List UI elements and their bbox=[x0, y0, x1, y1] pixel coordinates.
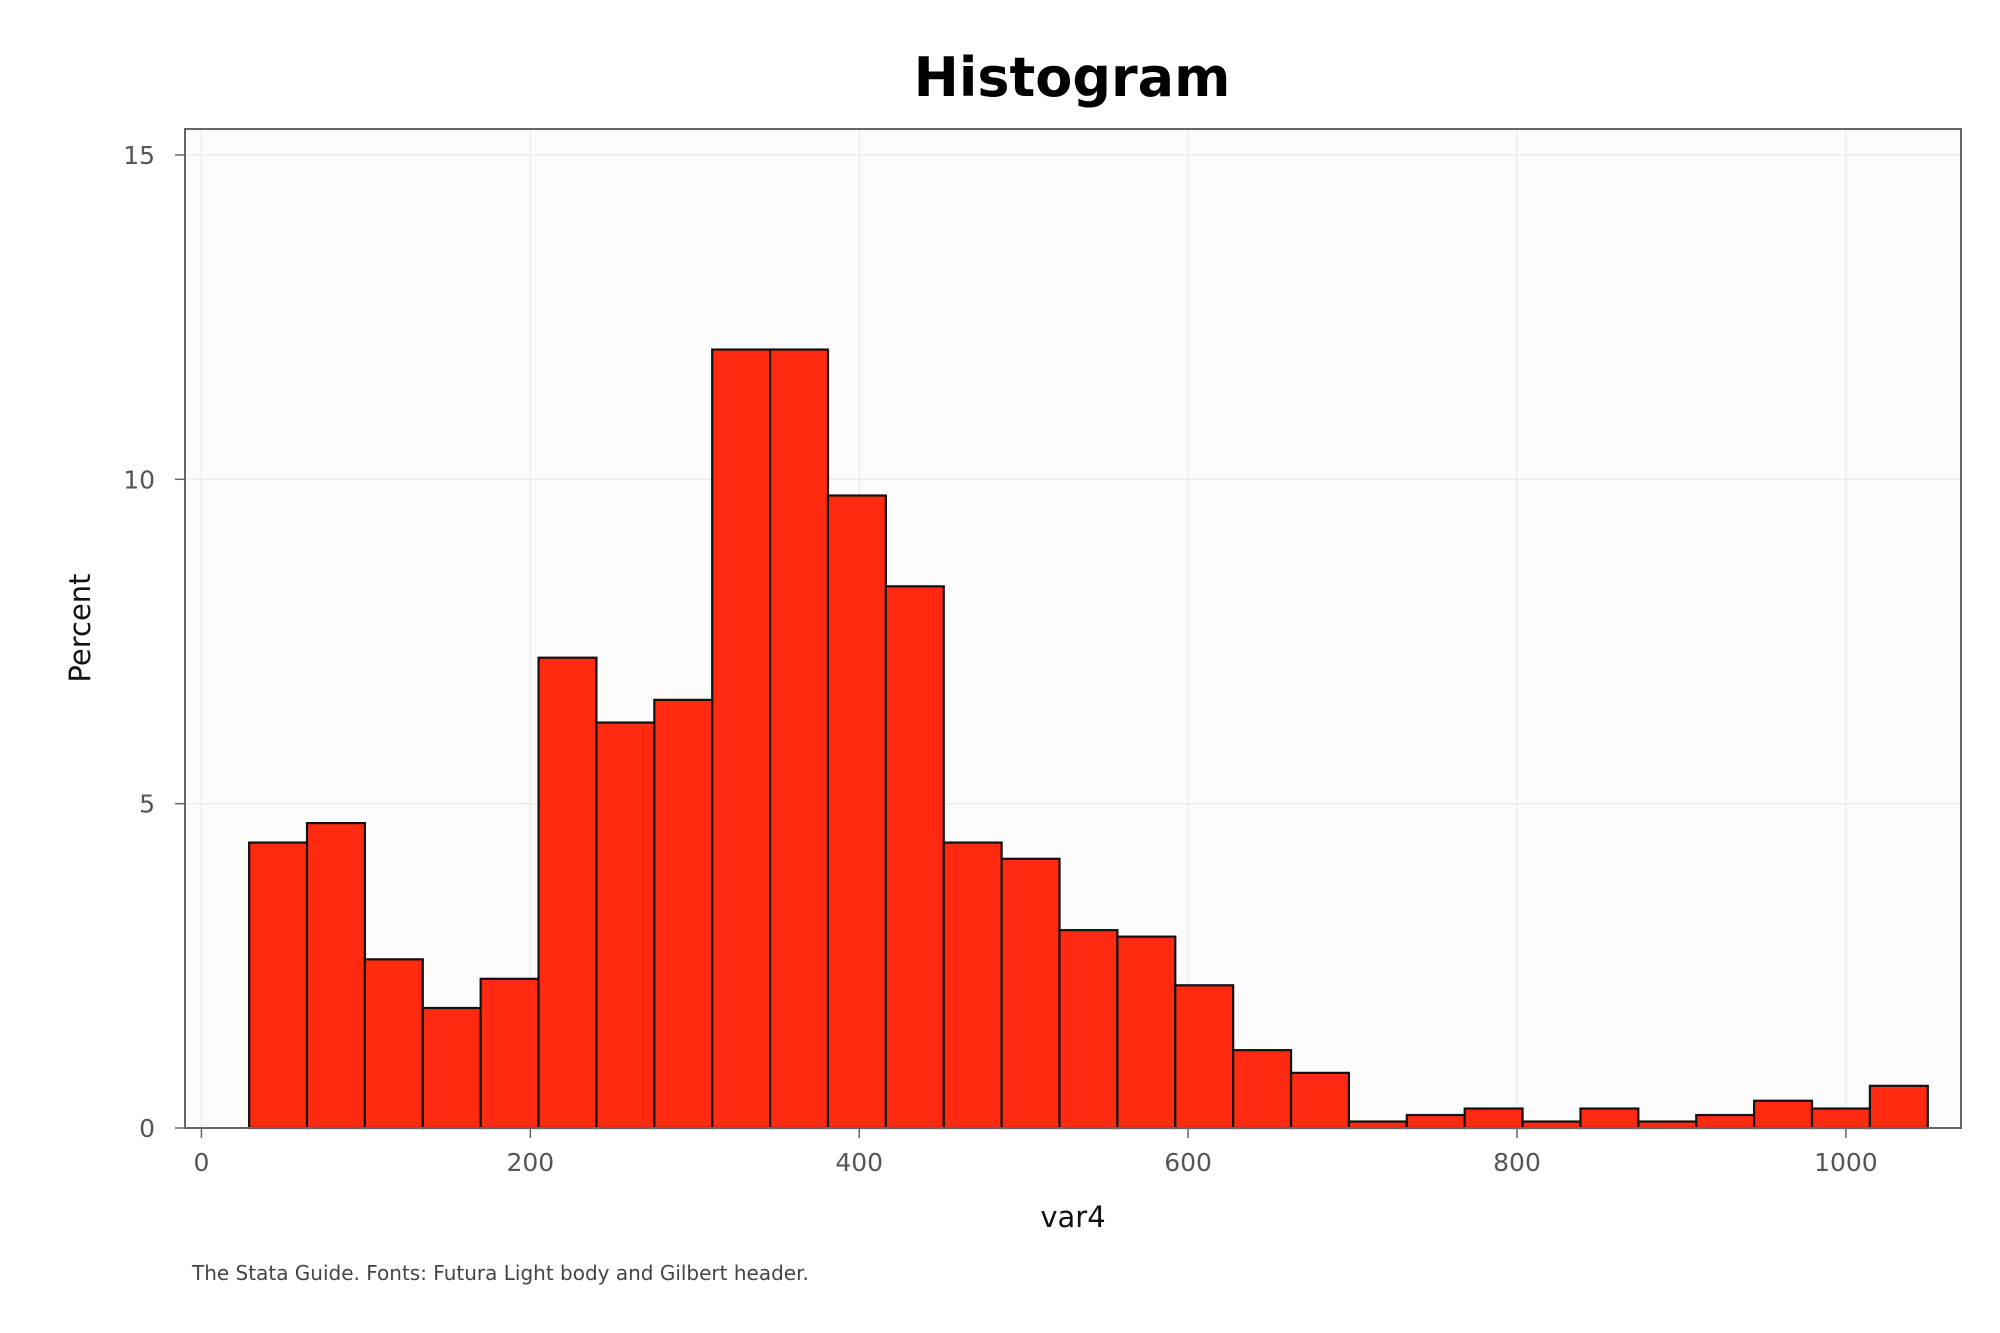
y-tick-label: 5 bbox=[139, 790, 155, 819]
histogram-bar bbox=[305, 822, 367, 1130]
histogram-bar bbox=[711, 348, 772, 1130]
histogram-bar bbox=[1116, 935, 1177, 1130]
histogram-bar bbox=[1232, 1049, 1293, 1130]
histogram-bar bbox=[653, 698, 714, 1130]
histogram-bar bbox=[1463, 1107, 1524, 1130]
histogram-bar bbox=[1174, 984, 1235, 1130]
histogram-bar bbox=[942, 841, 1003, 1130]
x-tick-label: 600 bbox=[1164, 1148, 1212, 1177]
histogram-bar bbox=[1058, 929, 1119, 1130]
x-axis: 0 200 400 600 800 1000 bbox=[193, 1128, 1878, 1177]
chart-title: Histogram bbox=[914, 46, 1231, 109]
x-tick-label: 0 bbox=[193, 1148, 209, 1177]
histogram-bar bbox=[884, 585, 945, 1130]
y-tick-label: 10 bbox=[123, 465, 155, 494]
y-axis-title: Percent bbox=[63, 573, 97, 682]
x-tick-label: 800 bbox=[1493, 1148, 1541, 1177]
histogram-bar bbox=[1695, 1113, 1756, 1130]
plot-frame bbox=[184, 128, 1962, 1129]
x-tick-label: 400 bbox=[835, 1148, 883, 1177]
x-tick-label: 1000 bbox=[1814, 1148, 1878, 1177]
histogram-bar bbox=[1405, 1113, 1466, 1130]
histogram-bar bbox=[595, 721, 656, 1130]
x-tick-label: 200 bbox=[506, 1148, 554, 1177]
y-tick-label: 15 bbox=[123, 141, 155, 170]
histogram-bar bbox=[1289, 1071, 1351, 1130]
histogram-bar bbox=[1579, 1107, 1640, 1130]
chart-note: The Stata Guide. Fonts: Futura Light bod… bbox=[191, 1261, 809, 1285]
y-tick-label: 0 bbox=[139, 1114, 155, 1143]
histogram-bar bbox=[363, 958, 424, 1130]
histogram-bar bbox=[768, 348, 830, 1130]
histogram-bar bbox=[1868, 1084, 1929, 1130]
x-axis-title: var4 bbox=[1040, 1200, 1105, 1234]
histogram-bar bbox=[1000, 857, 1061, 1130]
histogram-bar bbox=[1810, 1107, 1871, 1130]
histogram-bar bbox=[826, 494, 887, 1130]
histogram-bar bbox=[479, 977, 540, 1130]
histogram-bar bbox=[537, 656, 598, 1130]
bars bbox=[248, 348, 1929, 1130]
histogram-bar bbox=[1753, 1099, 1814, 1130]
histogram-bar bbox=[248, 841, 309, 1130]
histogram-bar bbox=[421, 1006, 482, 1130]
y-axis: 0 5 10 15 bbox=[123, 141, 185, 1143]
